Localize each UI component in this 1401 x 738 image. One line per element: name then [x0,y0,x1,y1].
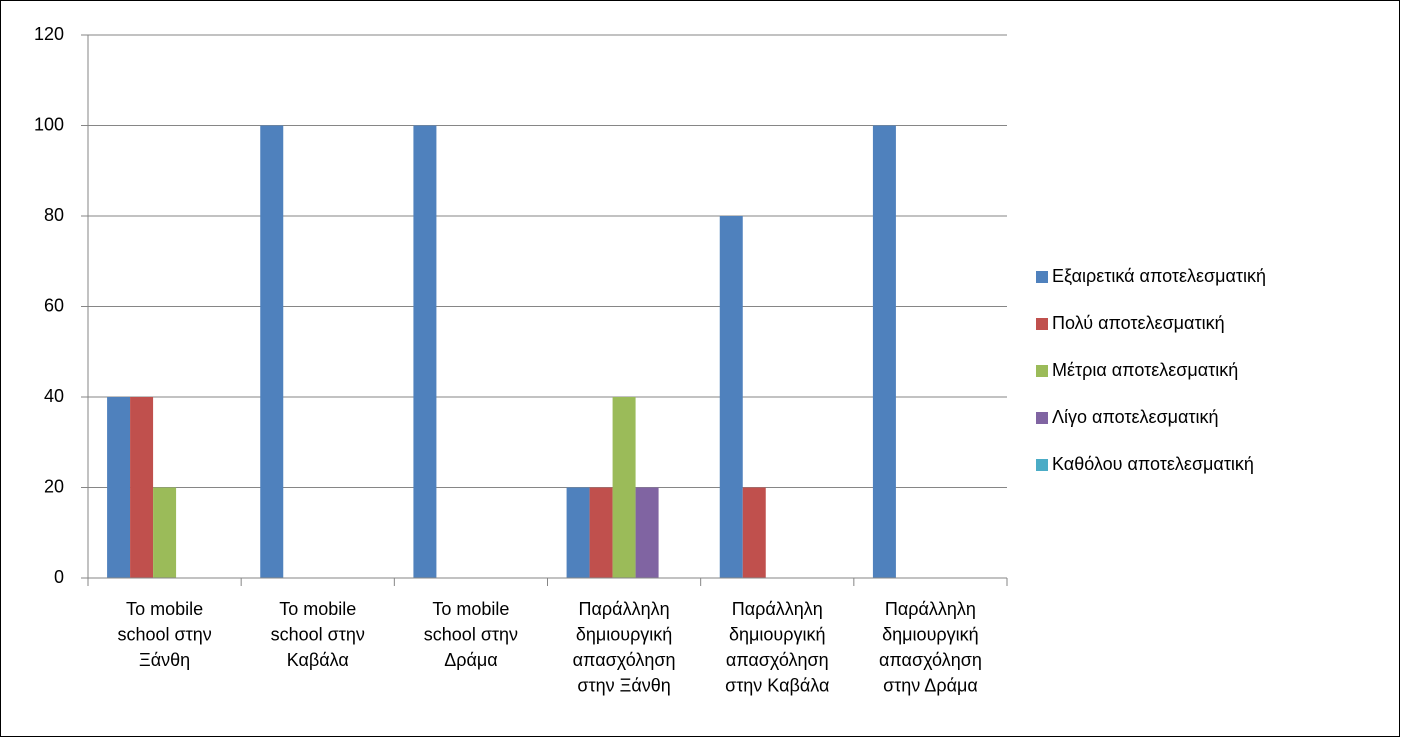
legend-label: Μέτρια αποτελεσματική [1052,360,1238,380]
bar [107,397,131,578]
bar [130,397,154,578]
bar [153,487,177,578]
legend-label: Εξαιρετικά αποτελεσματική [1052,266,1266,286]
bar [719,216,743,578]
legend-swatch [1036,365,1048,377]
legend-label: Λίγο αποτελεσματική [1052,407,1219,427]
bar [635,487,659,578]
legend-swatch [1036,318,1048,330]
legend-label: Καθόλου αποτελεσματική [1052,454,1254,474]
y-tick-label: 120 [34,24,64,44]
bar [742,487,766,578]
legend-swatch [1036,412,1048,424]
bar [612,397,636,578]
x-tick-label: Το mobile school στην Ξάνθη [117,599,211,670]
x-tick-label: Το mobile school στην Δράμα [424,599,518,670]
y-tick-label: 100 [34,114,64,134]
bar [260,125,284,578]
x-tick-label: Παράλληλη δημιουργική απασχόληση στην Ξάνθη [573,599,676,696]
bar [413,125,437,578]
x-tick-label: Παράλληλη δημιουργική απασχόληση στην Δράμα [879,599,982,696]
y-tick-label: 40 [44,386,64,406]
legend-swatch [1036,459,1048,471]
bar [872,125,896,578]
y-tick-label: 0 [54,567,64,587]
legend-label: Πολύ αποτελεσματική [1052,313,1225,333]
bar [589,487,613,578]
x-tick-label: Παράλληλη δημιουργική απασχόληση στην Καβάλ… [725,599,829,696]
y-tick-label: 80 [44,205,64,225]
y-tick-label: 60 [44,295,64,315]
y-tick-label: 20 [44,476,64,496]
legend-swatch [1036,271,1048,283]
x-tick-label: Το mobile school στην Καβάλα [271,599,365,670]
bar [566,487,590,578]
